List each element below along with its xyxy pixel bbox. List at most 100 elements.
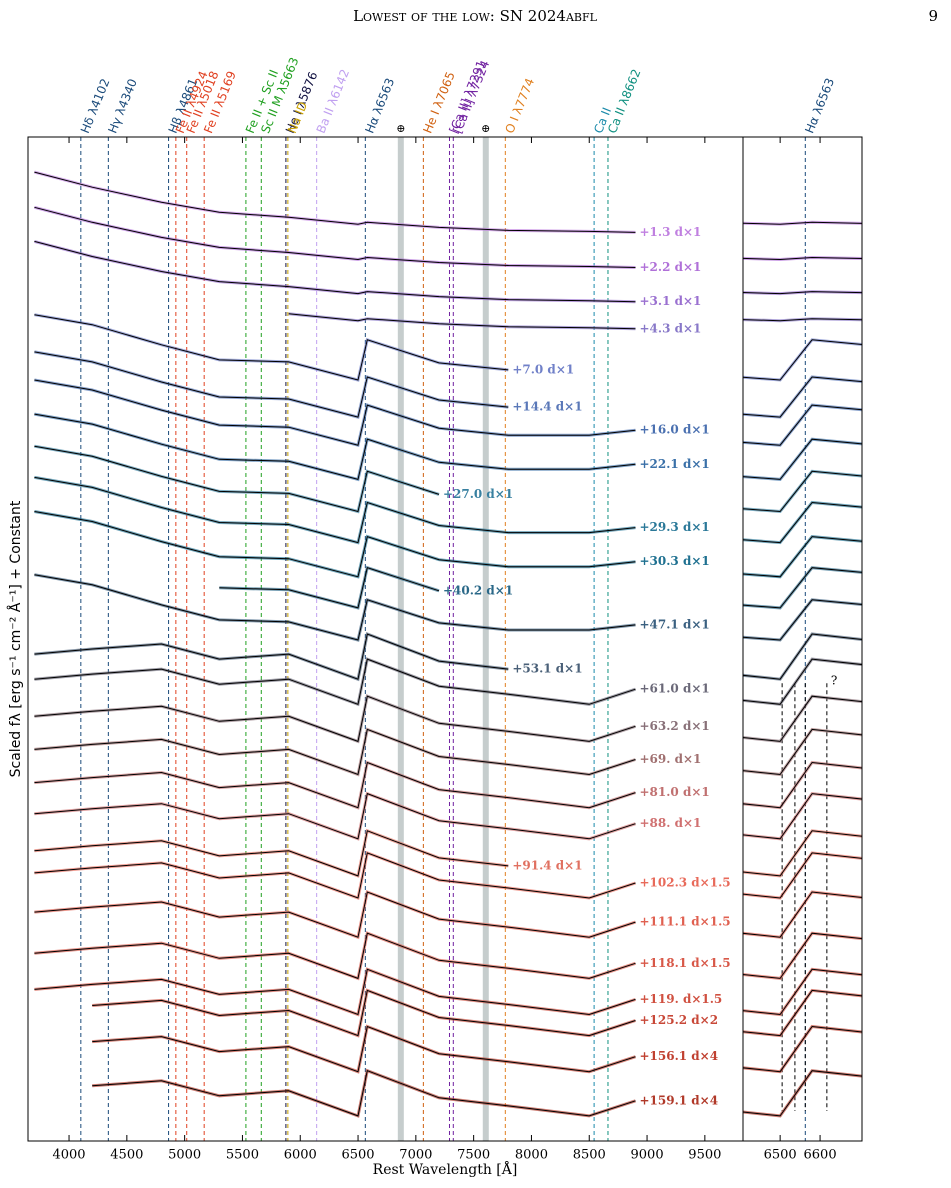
zoom-spectrum-smoothed xyxy=(743,1070,862,1117)
zoom-spectrum-raw xyxy=(743,851,862,900)
x-tick-label: 9000 xyxy=(631,1148,664,1163)
spectrum-smoothed xyxy=(92,1025,636,1073)
spectrum-raw xyxy=(92,1068,636,1118)
series-label: +2.2 d×1 xyxy=(639,260,701,274)
spectrum-raw xyxy=(34,889,636,940)
series-label: +91.4 d×1 xyxy=(512,858,582,872)
zoom-spectrum-raw xyxy=(743,255,862,262)
zoom-spectrum-smoothed xyxy=(743,376,862,418)
series-label: +14.4 d×1 xyxy=(512,400,582,414)
series-label: +30.3 d×1 xyxy=(639,554,709,568)
series-label: +118.1 d×1.5 xyxy=(639,956,730,970)
line-label: Ba II λ6142 xyxy=(314,67,352,135)
series-label: +1.3 d×1 xyxy=(639,225,701,239)
spectrum-smoothed xyxy=(34,852,636,899)
zoom-spectrum-smoothed xyxy=(743,658,862,705)
zoom-spectrum-smoothed xyxy=(743,318,862,322)
right-panel-frame xyxy=(742,136,863,1142)
spectrum-smoothed xyxy=(34,633,509,680)
series-label: +119. d×1.5 xyxy=(639,992,722,1006)
zoom-spectrum-smoothed xyxy=(743,221,862,225)
zoom-spectrum-smoothed xyxy=(743,501,862,544)
zoom-spectrum-smoothed xyxy=(743,852,862,899)
spectrum-raw xyxy=(34,444,440,514)
spectrum-smoothed xyxy=(34,314,509,381)
zoom-spectrum-smoothed xyxy=(743,536,862,578)
series-label: +125.2 d×2 xyxy=(639,1013,718,1027)
spectrum-smoothed xyxy=(288,313,636,330)
spectrum-smoothed xyxy=(219,567,440,609)
x-tick-label: 8500 xyxy=(573,1148,606,1163)
x-tick-label: 7500 xyxy=(457,1148,490,1163)
zoom-spectrum-raw xyxy=(743,632,862,681)
spectrum-smoothed xyxy=(34,206,636,268)
zoom-spectrum-raw xyxy=(743,375,862,419)
page-number: 9 xyxy=(928,7,938,25)
spectrum-raw xyxy=(34,239,636,304)
spectrum-smoothed xyxy=(34,171,636,233)
spectrum-raw xyxy=(92,1024,636,1074)
spectrum-raw xyxy=(34,170,636,234)
series-label: +61.0 d×1 xyxy=(639,682,709,696)
telluric-band xyxy=(397,137,404,1141)
spectrum-smoothed xyxy=(34,830,509,877)
spectrum-raw xyxy=(34,931,636,981)
zoom-spectrum-raw xyxy=(743,931,862,980)
spectrum-smoothed xyxy=(34,240,636,303)
zoom-spectrum-smoothed xyxy=(743,291,862,295)
x-tick-label: 6000 xyxy=(284,1148,317,1163)
spectrum-smoothed xyxy=(34,695,636,743)
zoom-spectrum-raw xyxy=(743,988,862,1038)
telluric-label: ⊕ xyxy=(481,122,490,135)
x-axis-label: Rest Wavelength [Å] xyxy=(373,1160,518,1178)
series-label: +156.1 d×4 xyxy=(639,1049,718,1063)
spectrum-raw xyxy=(34,205,636,269)
spectrum-raw xyxy=(288,312,636,331)
series-label: +111.1 d×1.5 xyxy=(639,915,730,929)
spectrum-smoothed xyxy=(34,968,636,1016)
running-title: Lowest of the low: SN 2024abfl xyxy=(353,7,598,25)
zoom-spectrum-smoothed xyxy=(743,256,862,261)
spectrum-raw xyxy=(34,967,636,1017)
zoom-spectrum-smoothed xyxy=(743,1025,862,1073)
spectrum-raw xyxy=(92,988,636,1038)
zoom-spectrum-smoothed xyxy=(743,695,862,742)
spectrum-smoothed xyxy=(92,1070,636,1117)
series-label: +16.0 d×1 xyxy=(639,423,709,437)
zoom-spectrum-smoothed xyxy=(743,404,862,446)
x-tick-label: 8000 xyxy=(515,1148,548,1163)
zoom-spectrum-smoothed xyxy=(743,793,862,840)
x-tick-label: 9500 xyxy=(688,1148,721,1163)
spectrum-smoothed xyxy=(34,574,636,641)
series-label: +63.2 d×1 xyxy=(639,719,709,733)
spectrum-raw xyxy=(219,565,440,610)
zoom-spectrum-smoothed xyxy=(743,470,862,513)
series-label: +29.3 d×1 xyxy=(639,520,709,534)
spectrum-smoothed xyxy=(34,351,509,418)
zoom-spectrum-raw xyxy=(743,890,862,939)
telluric-band xyxy=(482,137,489,1141)
series-label: +22.1 d×1 xyxy=(639,457,709,471)
telluric-label: ⊕ xyxy=(396,122,405,135)
spectrum-smoothed xyxy=(34,932,636,980)
zoom-spectrum-smoothed xyxy=(743,728,862,776)
left-panel-frame xyxy=(27,136,744,1142)
zoom-line-label: Hα λ6563 xyxy=(802,76,837,135)
spectrum-smoothed xyxy=(34,511,636,578)
zoom-spectrum-raw xyxy=(743,1069,862,1118)
spectrum-raw xyxy=(34,828,509,878)
x-tick-label: 7000 xyxy=(399,1148,432,1163)
left-panel xyxy=(34,137,636,1141)
spectrum-smoothed xyxy=(92,989,636,1037)
y-axis-label: Scaled fλ [erg s⁻¹ cm⁻² Å⁻¹] + Constant xyxy=(7,500,24,777)
line-label: O I λ7774 xyxy=(502,76,537,135)
zoom-spectrum-raw xyxy=(743,792,862,841)
series-label: +3.1 d×1 xyxy=(639,294,701,308)
zoom-spectrum-smoothed xyxy=(743,761,862,809)
zoom-spectrum-smoothed xyxy=(743,968,862,1016)
series-label: +7.0 d×1 xyxy=(512,362,574,376)
spectrum-smoothed xyxy=(34,476,636,544)
zoom-spectrum-raw xyxy=(743,220,862,226)
zoom-spectrum-raw xyxy=(743,829,862,878)
